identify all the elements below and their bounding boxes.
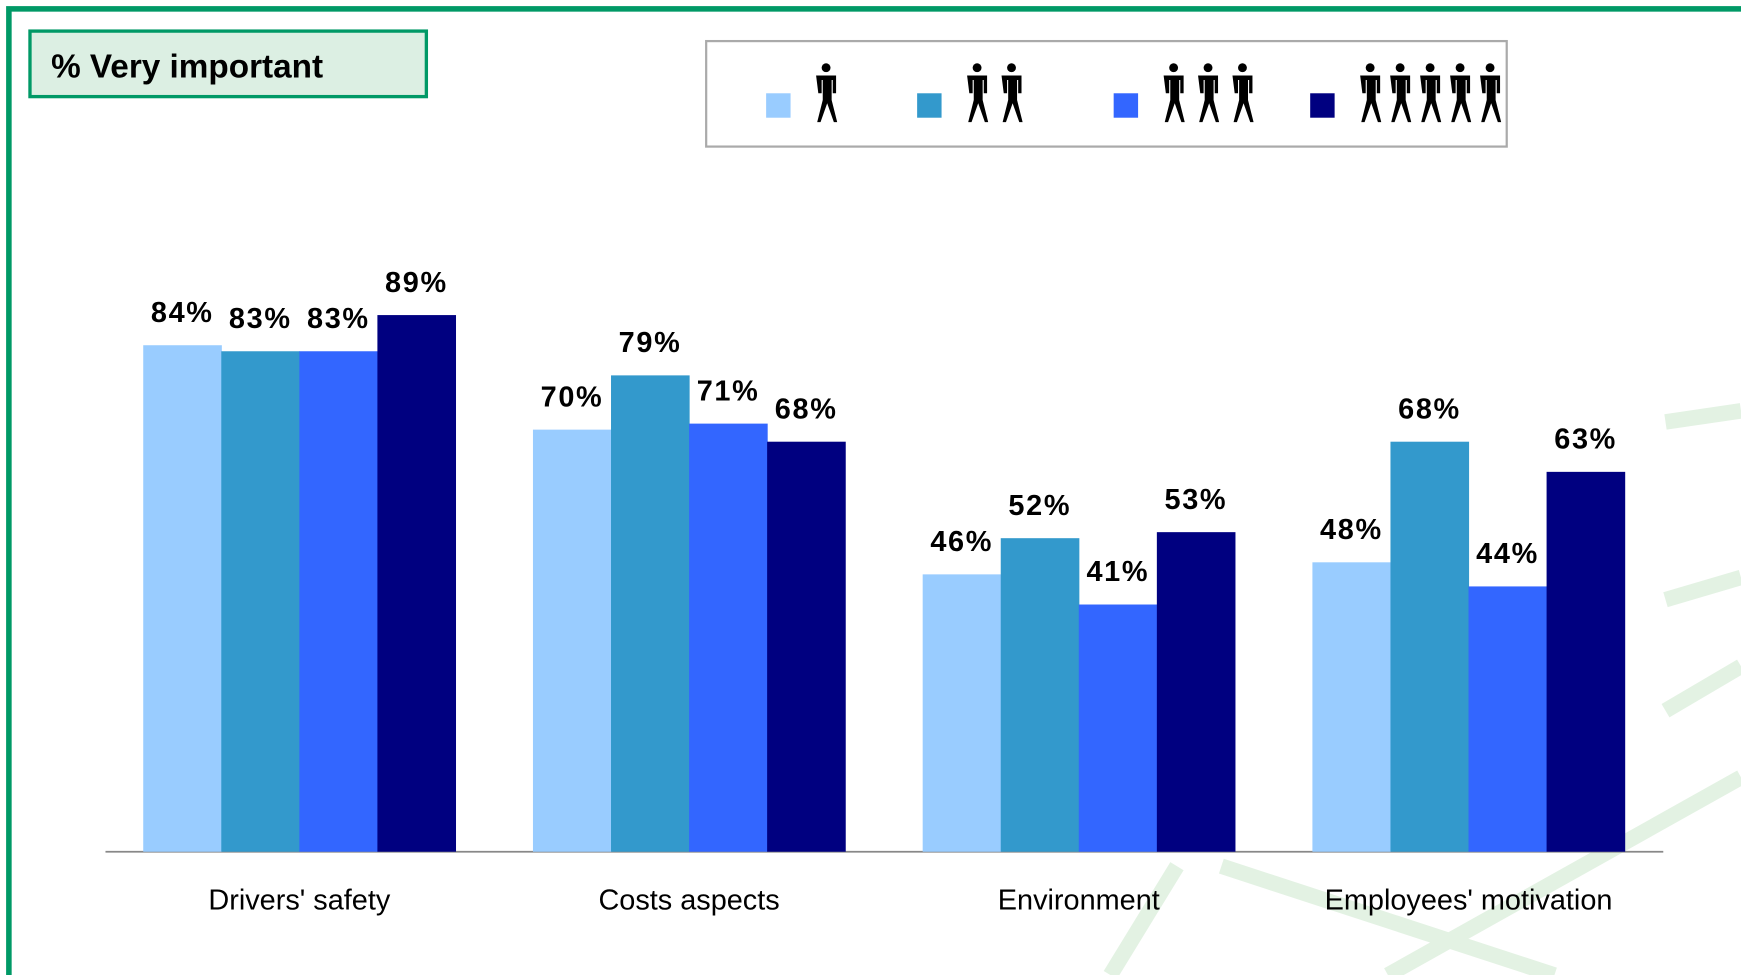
legend-item <box>917 63 1023 123</box>
person-body <box>1198 75 1220 123</box>
person-body <box>816 75 838 123</box>
bar <box>532 429 612 852</box>
bar <box>689 423 768 852</box>
person-body <box>1450 75 1472 123</box>
value-label: 83% <box>307 303 370 335</box>
value-label: 83% <box>229 303 292 335</box>
bar <box>922 574 1002 852</box>
legend <box>766 63 1502 123</box>
value-label: 79% <box>619 327 682 359</box>
plot: Drivers' safety 84% 83% 83% 89% Costs aspects… <box>143 267 1626 916</box>
legend-item <box>1310 63 1502 123</box>
chart-title: % Very important <box>51 49 323 86</box>
x-tick-label: Environment <box>998 884 1160 916</box>
x-tick-label: Costs aspects <box>598 884 779 916</box>
person-body <box>1390 75 1412 123</box>
legend-swatch <box>1310 93 1335 118</box>
bar <box>143 345 222 852</box>
person-head <box>972 63 982 73</box>
person-head <box>1203 63 1213 73</box>
value-label: 70% <box>541 381 604 413</box>
bar <box>767 441 846 852</box>
value-label: 53% <box>1165 484 1228 516</box>
bar <box>1000 538 1080 852</box>
person-head <box>1365 63 1375 73</box>
bar <box>611 375 690 852</box>
bar <box>1390 441 1470 852</box>
bar <box>221 351 300 852</box>
bar <box>1468 586 1548 852</box>
bar <box>377 315 457 852</box>
person-head <box>1007 63 1016 73</box>
person-body <box>1163 75 1185 123</box>
bar <box>1078 604 1158 852</box>
value-label: 71% <box>697 375 760 407</box>
legend-swatch <box>766 93 791 118</box>
value-label: 48% <box>1320 514 1383 546</box>
background-decoration <box>1103 403 1741 975</box>
value-label: 68% <box>775 393 838 425</box>
bar <box>1546 471 1626 852</box>
person-head <box>1395 63 1405 73</box>
person-body <box>1480 75 1502 123</box>
value-label: 68% <box>1398 393 1461 425</box>
value-label: 84% <box>151 297 214 329</box>
person-body <box>1232 75 1254 123</box>
x-tick-label: Drivers' safety <box>208 884 390 916</box>
person-head <box>1425 63 1435 73</box>
person-head <box>1455 63 1465 73</box>
value-label: 63% <box>1554 424 1617 456</box>
person-body <box>967 75 989 123</box>
value-label: 89% <box>385 267 448 299</box>
person-head <box>1238 63 1247 73</box>
person-body <box>1001 75 1023 123</box>
bar <box>1156 532 1236 852</box>
legend-swatch <box>917 93 942 118</box>
value-label: 41% <box>1086 556 1149 588</box>
value-label: 52% <box>1008 490 1071 522</box>
x-tick-label: Employees' motivation <box>1325 884 1613 916</box>
person-head <box>1169 63 1179 73</box>
title-box <box>28 29 429 99</box>
legend-item <box>766 63 838 123</box>
bar <box>1312 562 1392 852</box>
legend-swatch <box>1113 93 1139 118</box>
person-body <box>1420 75 1442 123</box>
person-head <box>821 63 831 73</box>
legend-item <box>1113 63 1254 123</box>
value-label: 44% <box>1476 538 1539 570</box>
frame <box>6 6 1741 975</box>
person-body <box>1360 75 1382 123</box>
person-head <box>1485 63 1495 73</box>
bar <box>299 351 378 852</box>
value-label: 46% <box>930 526 993 558</box>
